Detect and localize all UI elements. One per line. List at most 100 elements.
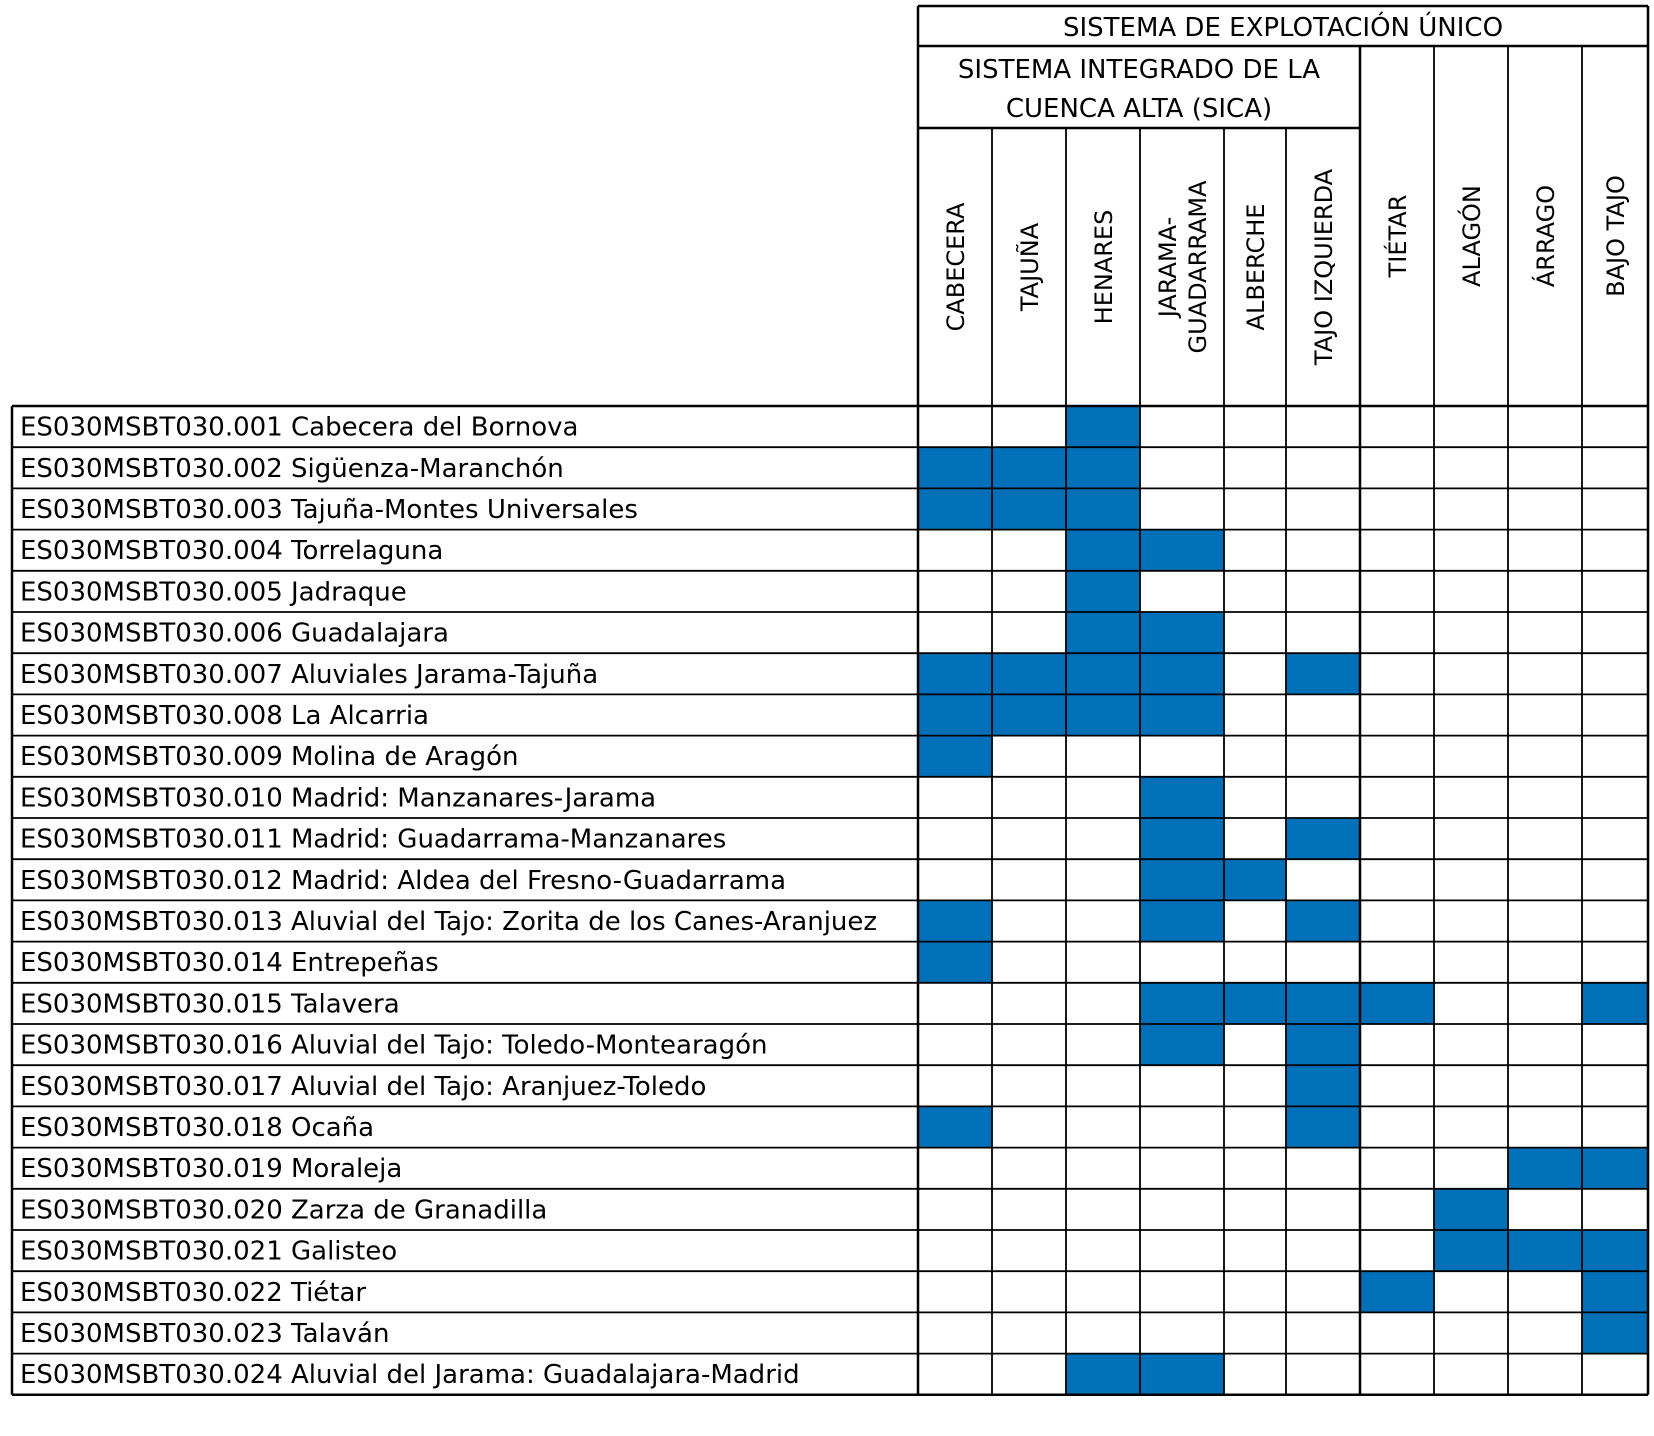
filled-cell — [918, 653, 992, 695]
column-header: HENARES — [1090, 210, 1118, 325]
row-label: ES030MSBT030.007 Aluviales Jarama-Tajuña — [20, 660, 598, 690]
column-header: ALBERCHE — [1242, 204, 1270, 331]
row-label: ES030MSBT030.011 Madrid: Guadarrama-Manz… — [20, 825, 726, 855]
row-label: ES030MSBT030.012 Madrid: Aldea del Fresn… — [20, 866, 786, 896]
column-header-text: TAJO IZQUIERDA — [1310, 168, 1338, 366]
row-label: ES030MSBT030.015 Talavera — [20, 989, 400, 1019]
filled-cell — [1140, 776, 1224, 818]
column-header-text: CABECERA — [942, 202, 970, 331]
filled-cell — [1582, 982, 1648, 1024]
filled-cell — [918, 488, 992, 530]
filled-cell — [1286, 900, 1360, 942]
row-label: ES030MSBT030.024 Aluvial del Jarama: Gua… — [20, 1360, 800, 1390]
filled-cell — [1508, 1230, 1582, 1272]
filled-cell — [1224, 982, 1286, 1024]
filled-cell — [1140, 653, 1224, 695]
filled-cell — [918, 900, 992, 942]
column-header-text: BAJO TAJO — [1602, 175, 1630, 297]
filled-cell — [1066, 694, 1140, 736]
filled-cell — [1434, 1188, 1508, 1230]
filled-cell — [1066, 406, 1140, 448]
filled-cell — [1066, 612, 1140, 654]
filled-cell — [1582, 1312, 1648, 1354]
column-header-text: GUADARRAMA — [1184, 180, 1212, 354]
row-label: ES030MSBT030.009 Molina de Aragón — [20, 742, 519, 772]
filled-cell — [1140, 694, 1224, 736]
column-header: TAJUÑA — [1014, 222, 1044, 312]
row-label: ES030MSBT030.016 Aluvial del Tajo: Toled… — [20, 1031, 768, 1061]
header-sica-line1: SISTEMA INTEGRADO DE LA — [958, 55, 1320, 85]
row-label: ES030MSBT030.004 Torrelaguna — [20, 536, 443, 566]
filled-cell — [1286, 1106, 1360, 1148]
row-label: ES030MSBT030.019 Moraleja — [20, 1154, 402, 1184]
column-header-text: ÁRRAGO — [1531, 185, 1560, 287]
column-header: ALAGÓN — [1456, 185, 1486, 287]
column-header-text: TAJUÑA — [1014, 222, 1044, 312]
column-header-text: ALBERCHE — [1242, 204, 1270, 331]
filled-cell — [918, 1106, 992, 1148]
filled-cell — [918, 694, 992, 736]
column-header-text: JARAMA- — [1154, 217, 1182, 319]
column-header-text: ALAGÓN — [1456, 185, 1486, 287]
row-label: ES030MSBT030.006 Guadalajara — [20, 619, 449, 649]
filled-cell — [1582, 1230, 1648, 1272]
filled-cell — [1286, 982, 1360, 1024]
filled-cell — [1140, 982, 1224, 1024]
column-header: BAJO TAJO — [1602, 175, 1630, 297]
row-label: ES030MSBT030.005 Jadraque — [20, 577, 407, 607]
filled-cell — [1582, 1271, 1648, 1313]
row-label: ES030MSBT030.002 Sigüenza-Maranchón — [20, 454, 564, 484]
row-label: ES030MSBT030.001 Cabecera del Bornova — [20, 413, 578, 443]
row-label: ES030MSBT030.021 Galisteo — [20, 1237, 397, 1267]
filled-cell — [1286, 1024, 1360, 1066]
row-label: ES030MSBT030.010 Madrid: Manzanares-Jara… — [20, 783, 656, 813]
filled-cell — [1140, 859, 1224, 901]
filled-cell — [1140, 900, 1224, 942]
column-header-text: HENARES — [1090, 210, 1118, 325]
filled-cell — [1066, 570, 1140, 612]
filled-cell — [1140, 818, 1224, 860]
filled-cell — [1508, 1147, 1582, 1189]
filled-cell — [1066, 1353, 1140, 1395]
filled-cell — [918, 735, 992, 777]
row-label: ES030MSBT030.022 Tiétar — [20, 1278, 366, 1308]
header-system-title: SISTEMA DE EXPLOTACIÓN ÚNICO — [1063, 11, 1503, 43]
filled-cell — [992, 447, 1066, 489]
filled-cell — [1140, 1353, 1224, 1395]
row-label: ES030MSBT030.017 Aluvial del Tajo: Aranj… — [20, 1072, 706, 1102]
filled-cell — [1066, 529, 1140, 571]
filled-cell — [1140, 612, 1224, 654]
filled-cell — [1140, 1024, 1224, 1066]
filled-cell — [1286, 653, 1360, 695]
column-header: TIÉTAR — [1383, 195, 1412, 279]
filled-cell — [1224, 859, 1286, 901]
row-label: ES030MSBT030.023 Talaván — [20, 1319, 389, 1349]
filled-cell — [1286, 1065, 1360, 1107]
column-header: TAJO IZQUIERDA — [1310, 168, 1338, 366]
row-label: ES030MSBT030.008 La Alcarria — [20, 701, 429, 731]
filled-cell — [918, 941, 992, 983]
filled-cell — [1140, 529, 1224, 571]
filled-cell — [1360, 1271, 1434, 1313]
row-label: ES030MSBT030.020 Zarza de Granadilla — [20, 1195, 547, 1225]
column-header: JARAMA- GUADARRAMA — [1154, 180, 1212, 354]
filled-cell — [1066, 488, 1140, 530]
filled-cell — [1582, 1147, 1648, 1189]
row-label: ES030MSBT030.014 Entrepeñas — [20, 948, 439, 978]
column-header-text: TIÉTAR — [1383, 195, 1412, 279]
column-header: CABECERA — [942, 202, 970, 331]
filled-cell — [918, 447, 992, 489]
filled-cell — [992, 488, 1066, 530]
filled-cell — [1066, 447, 1140, 489]
filled-cell — [992, 653, 1066, 695]
filled-cell — [992, 694, 1066, 736]
column-header: ÁRRAGO — [1531, 185, 1560, 287]
row-label: ES030MSBT030.018 Ocaña — [20, 1113, 374, 1143]
filled-cell — [1066, 653, 1140, 695]
row-label: ES030MSBT030.003 Tajuña-Montes Universal… — [20, 495, 638, 525]
row-label: ES030MSBT030.013 Aluvial del Tajo: Zorit… — [20, 907, 877, 937]
filled-cell — [1286, 818, 1360, 860]
filled-cell — [1360, 982, 1434, 1024]
filled-cell — [1434, 1230, 1508, 1272]
